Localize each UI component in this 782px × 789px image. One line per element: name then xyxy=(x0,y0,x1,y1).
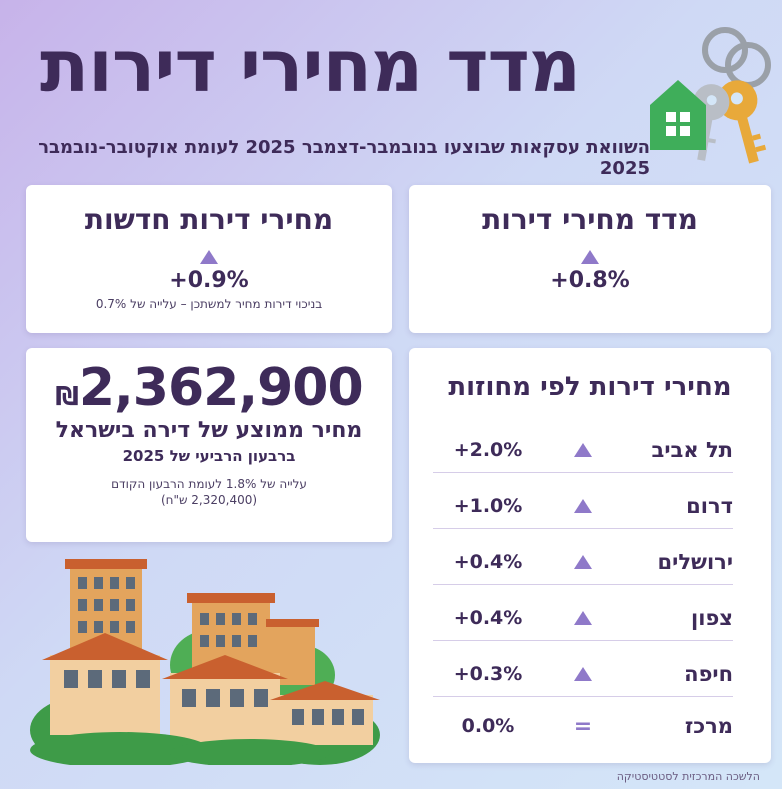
up-triangle-icon xyxy=(574,443,592,457)
region-name: חיפה xyxy=(684,662,733,686)
region-value: +0.3% xyxy=(453,663,523,685)
page-title: מדד מחירי דירות xyxy=(40,24,581,108)
region-row: תל אביב +2.0% xyxy=(433,428,733,473)
average-price-note: עלייה של 1.8% לעומת הרבעון הקודם xyxy=(111,477,307,491)
region-name: תל אביב xyxy=(651,438,733,462)
region-row: דרום +1.0% xyxy=(433,484,733,529)
region-name: מרכז xyxy=(684,714,733,738)
region-name: צפון xyxy=(691,606,733,630)
average-price-value: 2,362,900 xyxy=(78,358,364,418)
regions-title: מחירי דירות לפי מחוזות xyxy=(448,372,732,402)
up-triangle-icon xyxy=(574,499,592,513)
equal-sign-icon: = xyxy=(573,713,593,739)
buildings-illustration xyxy=(30,559,380,765)
source-credit: הלשכה המרכזית לסטטיסטיקה xyxy=(616,770,760,783)
price-index-title: מדד מחירי דירות xyxy=(482,203,698,236)
regions-card: מחירי דירות לפי מחוזות תל אביב +2.0% דרו… xyxy=(409,348,771,763)
currency-symbol: ₪ xyxy=(55,382,79,412)
up-triangle-icon xyxy=(200,250,218,264)
region-row: צפון +0.4% xyxy=(433,596,733,641)
new-apartments-title: מחירי דירות חדשות xyxy=(84,203,334,236)
new-apartments-card: מחירי דירות חדשות +0.9% בניכוי דירות מחי… xyxy=(26,185,392,333)
region-name: ירושלים xyxy=(657,550,733,574)
region-value: +2.0% xyxy=(453,439,523,461)
region-name: דרום xyxy=(686,494,733,518)
house-keys-icon xyxy=(650,27,771,164)
region-value: 0.0% xyxy=(461,715,515,737)
up-triangle-icon xyxy=(574,611,592,625)
page-subtitle: השוואת עסקאות שבוצעו בנובמבר-דצמבר 2025 … xyxy=(38,137,650,179)
up-triangle-icon xyxy=(581,250,599,264)
average-price-period: ברבעון הרביעי של 2025 xyxy=(122,447,296,465)
up-triangle-icon xyxy=(574,555,592,569)
average-price-label: מחיר ממוצע של דירה בישראל xyxy=(55,418,363,443)
region-value: +1.0% xyxy=(453,495,523,517)
new-apartments-change: +0.9% xyxy=(169,268,249,293)
average-price: ₪2,362,900 xyxy=(26,358,392,418)
region-value: +0.4% xyxy=(453,607,523,629)
region-value: +0.4% xyxy=(453,551,523,573)
up-triangle-icon xyxy=(574,667,592,681)
average-price-previous: (2,320,400 ש"ח) xyxy=(160,493,258,507)
price-index-card: מדד מחירי דירות +0.8% xyxy=(409,185,771,333)
region-row: מרכז = 0.0% xyxy=(433,704,733,748)
price-index-change: +0.8% xyxy=(550,268,630,293)
new-apartments-note: בניכוי דירות מחיר למשתכן – עלייה של 0.7% xyxy=(95,297,323,311)
average-price-card: ₪2,362,900 מחיר ממוצע של דירה בישראל ברב… xyxy=(26,348,392,542)
region-row: חיפה +0.3% xyxy=(433,652,733,697)
region-row: ירושלים +0.4% xyxy=(433,540,733,585)
